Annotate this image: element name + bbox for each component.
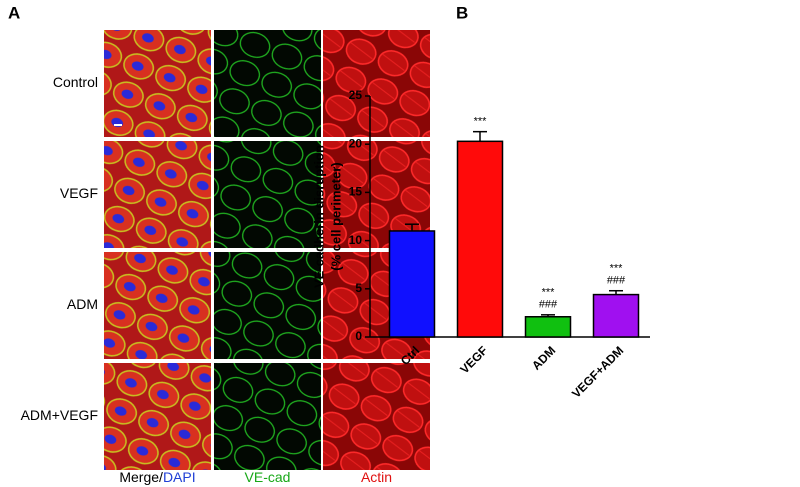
significance-label: *** xyxy=(474,116,488,128)
significance-label: *** xyxy=(542,287,556,299)
micrograph xyxy=(104,252,211,359)
micrograph xyxy=(214,363,321,470)
column-label-part: DAPI xyxy=(163,469,196,485)
significance-label: *** xyxy=(610,263,624,275)
column-label-part: VE-cad xyxy=(245,469,291,485)
row-label: ADM+VEGF xyxy=(21,407,98,423)
y-axis-label: (% cell perimeter) xyxy=(328,162,343,270)
micrograph xyxy=(214,141,321,248)
panel-label: A xyxy=(8,3,20,22)
micrograph xyxy=(214,30,321,137)
column-label: VE-cad xyxy=(245,469,291,485)
y-tick-label: 15 xyxy=(349,185,363,199)
y-tick-label: 25 xyxy=(349,88,363,102)
scale-bar xyxy=(114,124,122,126)
panel-label: B xyxy=(456,3,468,22)
micrograph xyxy=(104,363,211,470)
bar xyxy=(524,316,572,338)
significance-label: ### xyxy=(607,275,626,287)
bar xyxy=(456,140,504,338)
micrograph xyxy=(214,252,321,359)
y-tick-label: 10 xyxy=(349,233,363,247)
row-label: ADM xyxy=(67,296,98,312)
significance-label: ### xyxy=(539,299,558,311)
row-label: Control xyxy=(53,74,98,90)
y-tick-label: 0 xyxy=(355,329,362,343)
micrograph xyxy=(323,363,430,470)
micrograph xyxy=(104,141,211,248)
bar xyxy=(592,293,640,338)
column-label: Actin xyxy=(361,469,392,485)
x-tick-label: VEGF+ADM xyxy=(569,343,626,400)
column-label-part: Actin xyxy=(361,469,392,485)
y-tick-label: 20 xyxy=(349,136,363,150)
y-tick-label: 5 xyxy=(355,281,362,295)
y-axis-label: VE-cadherin disruption xyxy=(311,145,326,288)
x-tick-label: VEGF xyxy=(457,343,490,376)
x-tick-label: ADM xyxy=(529,343,558,372)
micrograph xyxy=(323,30,430,137)
row-label: VEGF xyxy=(60,185,98,201)
micrograph xyxy=(104,30,211,137)
column-label-part: Merge/ xyxy=(119,469,163,485)
micrograph-grid: Control VEGF ADM ADM+VEGF Merge/DAPI VE-cad Ac… xyxy=(21,30,430,485)
column-label: Merge/DAPI xyxy=(119,469,195,485)
bar xyxy=(388,230,436,338)
